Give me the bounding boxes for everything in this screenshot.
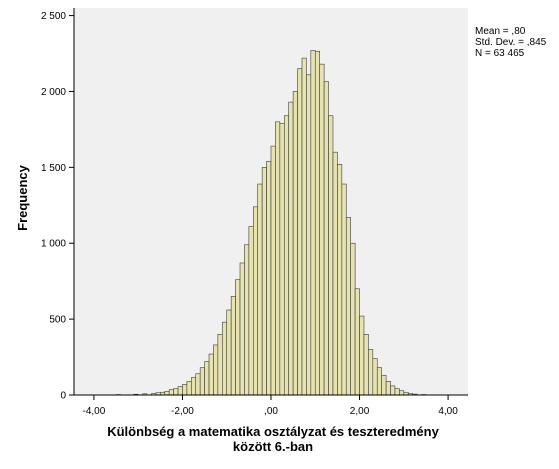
histogram-bar — [279, 123, 285, 396]
y-tick-label: 0 — [60, 391, 66, 402]
y-axis-ticks: 0 500 1 000 1 500 2 000 2 500 — [41, 11, 74, 402]
histogram-bar — [394, 388, 400, 396]
x-tick-label: 4,00 — [438, 406, 458, 417]
histogram-bar — [204, 361, 210, 396]
histogram-bar — [199, 367, 205, 396]
y-tick-label: 1 500 — [41, 163, 66, 174]
histogram-bar — [399, 390, 405, 396]
histogram-bar — [213, 344, 219, 396]
histogram-bar — [230, 296, 236, 396]
histogram-bar — [337, 164, 343, 396]
histogram-bar — [332, 151, 338, 396]
y-tick-label: 2 500 — [41, 11, 66, 22]
histogram-bar — [301, 57, 307, 396]
histogram-bar — [314, 50, 320, 396]
stats-std-dev: Std. Dev. = ,845 — [475, 37, 547, 48]
y-axis-label: Frequency — [15, 164, 30, 231]
histogram-bar — [376, 367, 382, 396]
histogram-bar — [363, 333, 369, 396]
stats-mean: Mean = ,80 — [475, 26, 526, 37]
x-tick-label: 2,00 — [350, 406, 370, 417]
histogram-bar — [266, 160, 272, 396]
histogram-bar — [168, 389, 174, 396]
x-tick-label: -4,00 — [83, 406, 106, 417]
histogram-bar — [385, 381, 391, 396]
histogram-bar — [297, 68, 303, 396]
histogram-bar — [244, 244, 250, 396]
y-tick-label: 2 000 — [41, 87, 66, 98]
histogram-bar — [359, 315, 365, 396]
histogram-bar — [368, 349, 374, 396]
histogram-bar — [248, 226, 254, 396]
histogram-bar — [354, 288, 360, 396]
x-tick-label: ,00 — [264, 406, 278, 417]
histogram-bar — [208, 353, 214, 396]
histogram-bar — [283, 115, 290, 396]
stats-n: N = 63 465 — [475, 48, 525, 59]
histogram-bar — [239, 262, 245, 396]
histogram-bar — [345, 217, 351, 396]
histogram-bar — [275, 121, 281, 396]
histogram-bar — [164, 391, 170, 396]
x-axis-label-line-2: között 6.-ban — [233, 439, 313, 454]
histogram-bar — [191, 377, 197, 396]
histogram-bar — [288, 101, 294, 396]
histogram-bar — [252, 206, 259, 396]
histogram-bar — [261, 167, 267, 396]
histogram-bar — [222, 321, 228, 396]
histogram-bar — [350, 242, 356, 396]
histogram-bar — [390, 385, 396, 396]
histogram-bar — [257, 183, 263, 396]
histogram-bar — [306, 74, 312, 396]
histogram-bar — [235, 279, 241, 396]
histogram-bar — [217, 333, 223, 396]
histogram-bar — [186, 381, 192, 396]
histogram-bar — [226, 309, 232, 396]
histogram-bar — [328, 115, 334, 396]
histogram-bar — [270, 145, 276, 396]
histogram-bar — [292, 91, 298, 396]
histogram-bar — [177, 386, 183, 396]
y-tick-label: 500 — [49, 315, 66, 326]
histogram-bar — [372, 358, 378, 396]
x-axis-label-line-1: Különbség a matematika osztályzat és tes… — [107, 424, 439, 439]
histogram-bar — [173, 388, 179, 396]
histogram-bar — [310, 50, 316, 396]
histogram-bar — [195, 373, 201, 396]
histogram-bar — [319, 63, 325, 396]
histogram-bar — [323, 81, 329, 396]
y-tick-label: 1 000 — [41, 239, 66, 250]
histogram-bar — [341, 183, 347, 396]
histogram-bar — [381, 374, 387, 396]
x-axis-ticks: -4,00 -2,00 ,00 2,00 4,00 — [83, 395, 458, 417]
x-tick-label: -2,00 — [171, 406, 194, 417]
histogram-bar — [182, 384, 188, 396]
